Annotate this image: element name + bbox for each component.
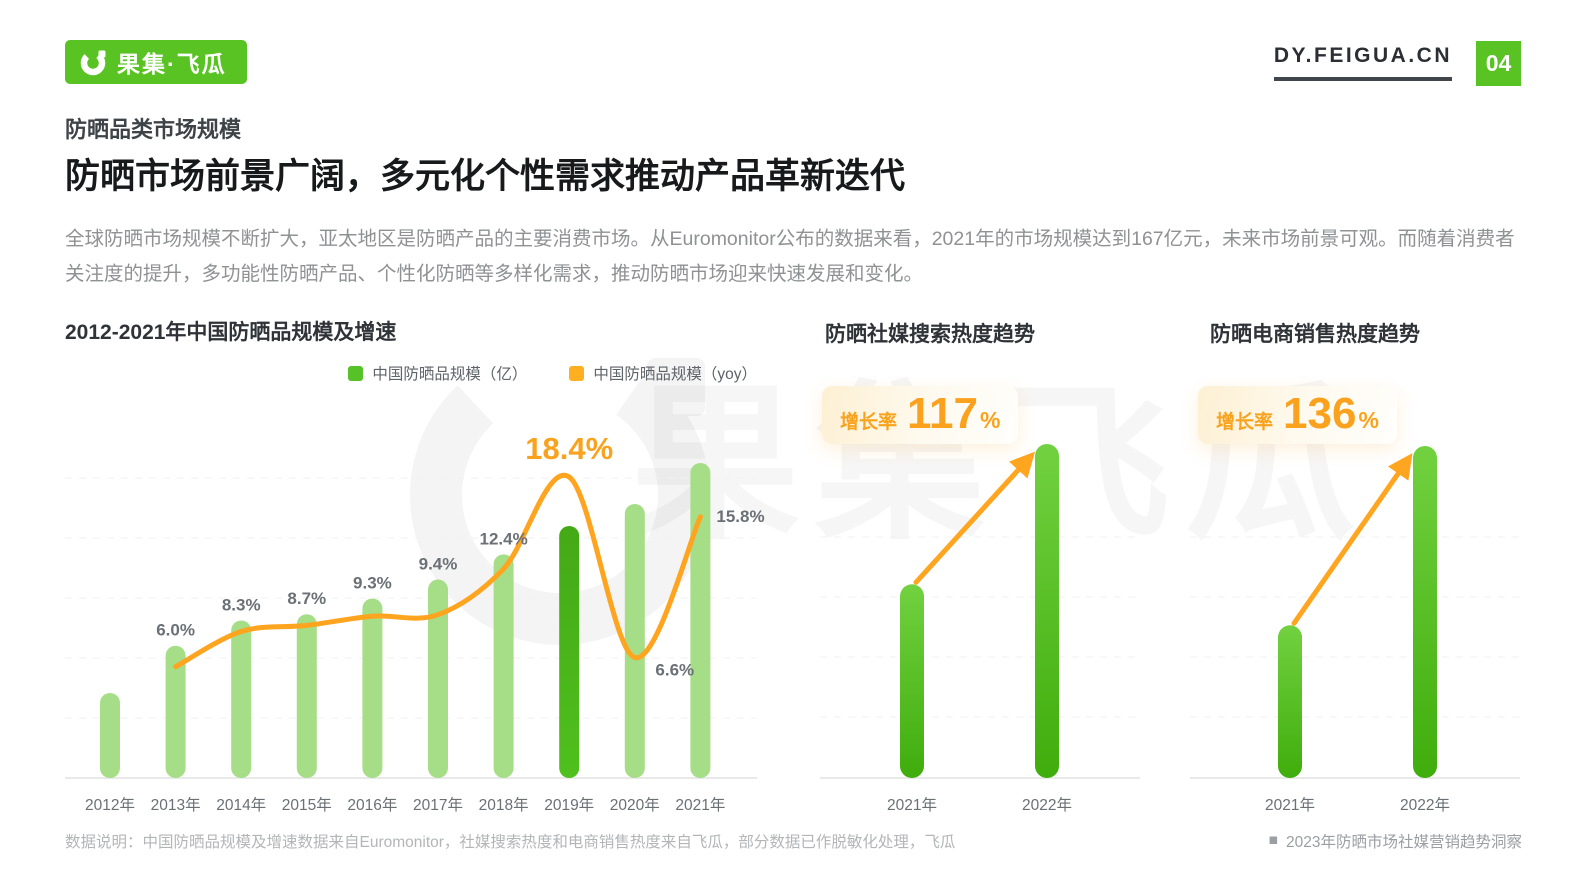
axis-label-2022年: 2022年 [1400, 796, 1450, 814]
left-chart-plot: 2012年 2013年 2014年 2015年 2016年 2017年 2018年 2019年… [65, 431, 765, 814]
bar-2022年 [1413, 446, 1437, 778]
bar-2021年 [690, 463, 711, 778]
bar-2018年 [493, 554, 514, 778]
growth-arrow [913, 451, 1036, 585]
yoy-label-2019年: 18.4% [525, 431, 613, 466]
axis-label-2016年: 2016年 [347, 796, 397, 814]
right-chart-plot: 2021年 2022年 [1190, 446, 1520, 814]
page-number: 04 [1485, 50, 1512, 76]
page-number-badge: 04 [1476, 41, 1521, 86]
axis-label-2014年: 2014年 [216, 796, 266, 814]
bar-2014年 [231, 620, 252, 778]
growth-label: 增长率 [840, 412, 898, 433]
guoji-swirl-icon [80, 50, 106, 76]
square-marker-icon: ■ [1268, 832, 1279, 849]
axis-label-2013年: 2013年 [151, 796, 201, 814]
section-kicker: 防晒品类市场规模 [65, 117, 242, 142]
legend-swatch-orange [569, 365, 585, 381]
growth-unit: % [980, 407, 1001, 433]
axis-label-2021年: 2021年 [887, 796, 937, 814]
legend-label: 中国防晒品规模（亿） [372, 366, 528, 383]
middle-chart-plot: 2021年 2022年 [820, 444, 1140, 814]
bar-2012年 [100, 692, 120, 778]
right-chart-title: 防晒电商销售热度趋势 [1210, 323, 1420, 346]
growth-badge-social: 增长率 117 % [822, 386, 1019, 444]
yoy-label-2013年: 6.0% [156, 621, 195, 640]
yoy-label-2021年: 15.8% [716, 507, 764, 526]
middle-chart-title: 防晒社媒搜索热度趋势 [825, 323, 1035, 346]
growth-unit: % [1358, 407, 1379, 433]
growth-label: 增长率 [1216, 412, 1274, 433]
axis-label-2021年: 2021年 [1265, 796, 1315, 814]
bar-2019年 [559, 526, 580, 778]
yoy-label-2018年: 12.4% [479, 529, 527, 548]
bar-2013年 [165, 645, 186, 778]
growth-badge-ecommerce: 增长率 136 % [1198, 386, 1397, 444]
growth-arrow [1291, 453, 1413, 626]
legend-item-line: 中国防晒品规模（yoy） [569, 362, 757, 384]
yoy-label-2017年: 9.4% [419, 555, 458, 574]
yoy-label-2015年: 8.7% [287, 589, 326, 608]
yoy-label-2014年: 8.3% [222, 596, 261, 615]
left-chart-legend: 中国防晒品规模（亿） 中国防晒品规模（yoy） [65, 362, 757, 384]
bar-2021年 [900, 584, 924, 778]
axis-label-2017年: 2017年 [413, 796, 463, 814]
legend-label: 中国防晒品规模（yoy） [593, 366, 757, 383]
bar-2020年 [624, 503, 645, 778]
axis-label-2015年: 2015年 [282, 796, 332, 814]
axis-label-2022年: 2022年 [1022, 796, 1072, 814]
growth-value: 117 [907, 389, 978, 438]
logo-badge: 果集·飞瓜 [65, 40, 247, 84]
logo-text: 果集·飞瓜 [117, 51, 227, 77]
site-domain-text: DY.FEIGUA.CN [1273, 44, 1452, 67]
bar-2015年 [296, 614, 317, 778]
axis-label-2019年: 2019年 [544, 796, 594, 814]
yoy-label-2016年: 9.3% [353, 573, 392, 592]
page-title: 防晒市场前景广阔，多元化个性需求推动产品革新迭代 [65, 157, 906, 196]
site-domain: DY.FEIGUA.CN [1273, 44, 1452, 81]
bar-2022年 [1035, 444, 1059, 778]
bar-2021年 [1278, 625, 1302, 778]
yoy-label-2020年: 6.6% [655, 661, 694, 680]
report-title: 2023年防晒市场社媒营销趋势洞察 [1286, 834, 1522, 851]
legend-swatch-green [348, 365, 364, 381]
axis-label-2020年: 2020年 [610, 796, 660, 814]
left-chart-title: 2012-2021年中国防晒品规模及增速 [65, 321, 397, 344]
intro-paragraph: 全球防晒市场规模不断扩大，亚太地区是防晒产品的主要消费市场。从Euromonit… [65, 228, 1515, 285]
data-source-note: 数据说明：中国防晒品规模及增速数据来自Euromonitor，社媒搜索热度和电商… [65, 834, 956, 851]
growth-value: 136 [1283, 389, 1357, 438]
axis-label-2018年: 2018年 [479, 796, 529, 814]
bar-2016年 [362, 598, 383, 778]
report-footer: ■ 2023年防晒市场社媒营销趋势洞察 [1269, 830, 1522, 852]
axis-label-2012年: 2012年 [85, 796, 135, 814]
axis-label-2021年: 2021年 [675, 796, 725, 814]
legend-item-bar: 中国防晒品规模（亿） [348, 362, 527, 384]
